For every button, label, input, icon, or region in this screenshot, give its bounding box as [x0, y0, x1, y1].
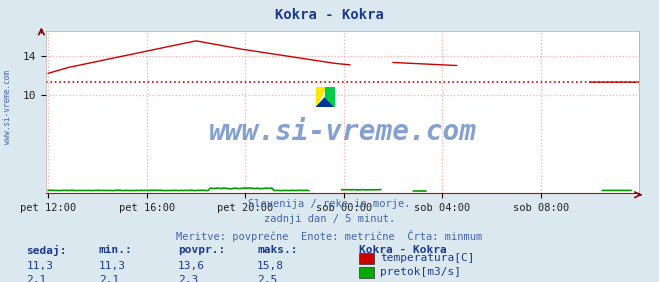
Text: 2,1: 2,1 [26, 275, 47, 282]
Text: zadnji dan / 5 minut.: zadnji dan / 5 minut. [264, 214, 395, 224]
Text: 2,1: 2,1 [99, 275, 119, 282]
Polygon shape [326, 87, 335, 107]
Text: 13,6: 13,6 [178, 261, 205, 271]
Text: www.si-vreme.com: www.si-vreme.com [209, 118, 476, 146]
Polygon shape [316, 87, 326, 107]
Text: Meritve: povprečne  Enote: metrične  Črta: minmum: Meritve: povprečne Enote: metrične Črta:… [177, 230, 482, 242]
Text: 11,3: 11,3 [99, 261, 126, 271]
Polygon shape [316, 97, 335, 107]
Text: Kokra - Kokra: Kokra - Kokra [275, 8, 384, 23]
Text: sedaj:: sedaj: [26, 245, 67, 256]
Text: Slovenija / reke in morje.: Slovenija / reke in morje. [248, 199, 411, 209]
Text: pretok[m3/s]: pretok[m3/s] [380, 267, 461, 277]
Text: 2,3: 2,3 [178, 275, 198, 282]
Text: maks.:: maks.: [257, 245, 297, 255]
Text: min.:: min.: [99, 245, 132, 255]
Text: www.si-vreme.com: www.si-vreme.com [3, 70, 13, 144]
Polygon shape [326, 87, 335, 107]
Text: Kokra - Kokra: Kokra - Kokra [359, 245, 447, 255]
Text: povpr.:: povpr.: [178, 245, 225, 255]
Text: temperatura[C]: temperatura[C] [380, 253, 474, 263]
Text: 15,8: 15,8 [257, 261, 284, 271]
Text: 2,5: 2,5 [257, 275, 277, 282]
Text: 11,3: 11,3 [26, 261, 53, 271]
